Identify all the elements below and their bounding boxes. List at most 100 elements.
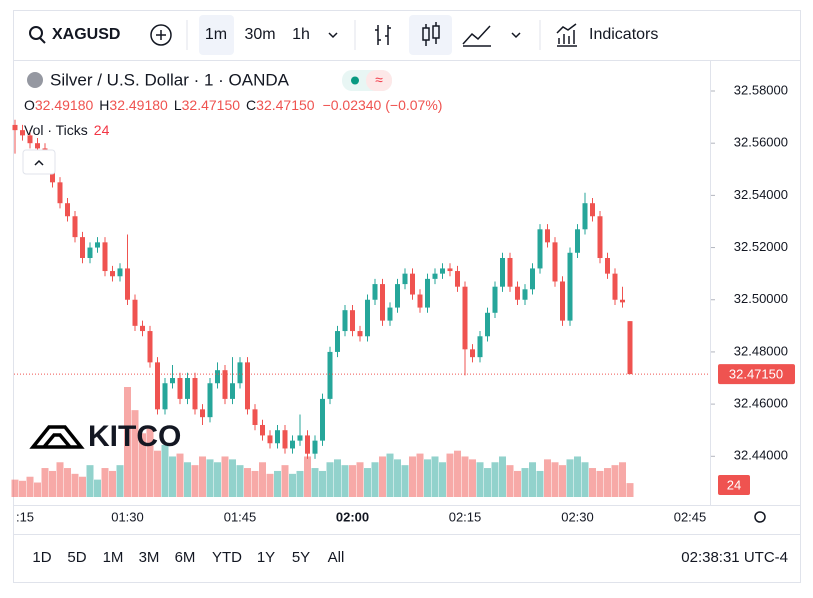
x-tick-label: 01:45 (224, 509, 257, 524)
range-button[interactable]: 5Y (292, 549, 310, 566)
volume-bar (116, 465, 124, 497)
volume-bar (341, 465, 349, 497)
volume-bar (386, 453, 394, 497)
candle-body (417, 294, 423, 308)
indicators-button[interactable]: Indicators (589, 26, 658, 43)
candle-body (507, 257, 513, 287)
candle-body (155, 362, 160, 410)
volume-bar (199, 456, 206, 497)
candle-body (125, 268, 130, 300)
ohlc-key: O (24, 97, 35, 113)
candle-body (95, 242, 100, 248)
volume-bar (596, 470, 604, 497)
volume-bar (214, 462, 221, 497)
range-button[interactable]: 6M (175, 549, 196, 566)
range-button[interactable]: All (328, 549, 345, 566)
chart-title: Silver / U.S. Dollar · 1 · OANDA (50, 70, 290, 89)
candle-body (65, 203, 70, 217)
volume-bar (19, 480, 26, 497)
candle-body (402, 273, 408, 285)
candle-body (230, 383, 235, 399)
volume-bar (379, 456, 386, 497)
style-dropdown[interactable] (511, 32, 521, 39)
range-button[interactable]: YTD (212, 549, 242, 566)
volume-bar (371, 462, 379, 497)
candle-body (290, 440, 295, 449)
plus-icon (156, 30, 166, 40)
plot-area (11, 90, 715, 497)
market-open-dot (351, 76, 359, 85)
range-button[interactable]: 3M (139, 549, 160, 566)
volume-legend-value: 24 (94, 122, 110, 138)
volume-bar (551, 462, 559, 497)
volume-bar (409, 456, 416, 497)
search-icon-handle (39, 37, 46, 44)
volume-bar (94, 479, 101, 497)
status-pill-right (366, 70, 392, 91)
volume-bar (529, 462, 536, 497)
candle-body (387, 307, 393, 321)
candle-body (597, 216, 603, 258)
compare-button[interactable] (150, 24, 172, 46)
candle-body (612, 273, 618, 300)
symbol[interactable]: XAGUSD (52, 26, 120, 43)
candle-body (27, 135, 33, 144)
volume-bar (611, 465, 619, 497)
search-icon[interactable] (29, 26, 43, 40)
candle-body (132, 299, 138, 326)
volume-bar (326, 462, 334, 497)
candle-body (470, 349, 475, 358)
range-button[interactable]: 1Y (257, 549, 275, 566)
candle-body (605, 257, 610, 274)
candle-body (200, 409, 205, 418)
volume-bar (109, 470, 116, 497)
candle-body (275, 430, 280, 444)
settings-button[interactable] (754, 511, 766, 523)
volume-bar (296, 470, 304, 497)
candle-body (207, 383, 213, 418)
volume-bar (416, 453, 424, 497)
candle-body (170, 378, 175, 384)
volume-bar (244, 468, 251, 497)
candle-body (297, 435, 303, 441)
bars-icon[interactable] (375, 25, 391, 45)
volume-bar (86, 465, 94, 497)
candle-body (522, 289, 528, 300)
volume-bar (604, 468, 611, 497)
candles-icon[interactable] (422, 27, 430, 41)
x-tick-label: 02:45 (674, 509, 707, 524)
candle-body (515, 286, 520, 300)
candle-body (35, 143, 40, 149)
last-price-label: 32.47150 (729, 367, 783, 382)
range-button[interactable]: 1D (32, 549, 51, 566)
volume-bar (259, 462, 266, 497)
legend: Silver / U.S. Dollar · 1 · OANDA ≈ O32.4… (22, 70, 442, 175)
ohlc-value: 32.49180 (35, 97, 94, 113)
ohlc-value: 32.49180 (109, 97, 168, 113)
volume-bar (491, 462, 499, 497)
clock: 02:38:31 UTC-4 (681, 549, 788, 566)
range-button[interactable]: 5D (67, 549, 86, 566)
candle-body (530, 268, 535, 290)
volume-bar (619, 462, 626, 497)
range-button[interactable]: 1M (103, 549, 124, 566)
candle-body (305, 435, 310, 454)
candle-body (575, 229, 580, 253)
candle-body (582, 203, 588, 230)
candle-body (440, 268, 445, 274)
x-tick-label: 02:00 (336, 509, 369, 524)
candle-body (177, 378, 183, 399)
volume-bar (229, 459, 236, 497)
volume-legend: Vol · Ticks 24 (24, 122, 110, 138)
interval-button[interactable]: 30m (244, 26, 275, 43)
interval-button[interactable]: 1h (292, 26, 310, 43)
volume-bar (349, 465, 356, 497)
interval-dropdown[interactable] (328, 32, 338, 39)
interval-button[interactable]: 1m (205, 26, 227, 43)
area-icon[interactable] (462, 25, 491, 47)
volume-bar (131, 410, 139, 497)
y-tick-label: 32.56000 (734, 135, 788, 150)
volume-bar (589, 468, 596, 497)
x-tick-label: 02:15 (449, 509, 482, 524)
